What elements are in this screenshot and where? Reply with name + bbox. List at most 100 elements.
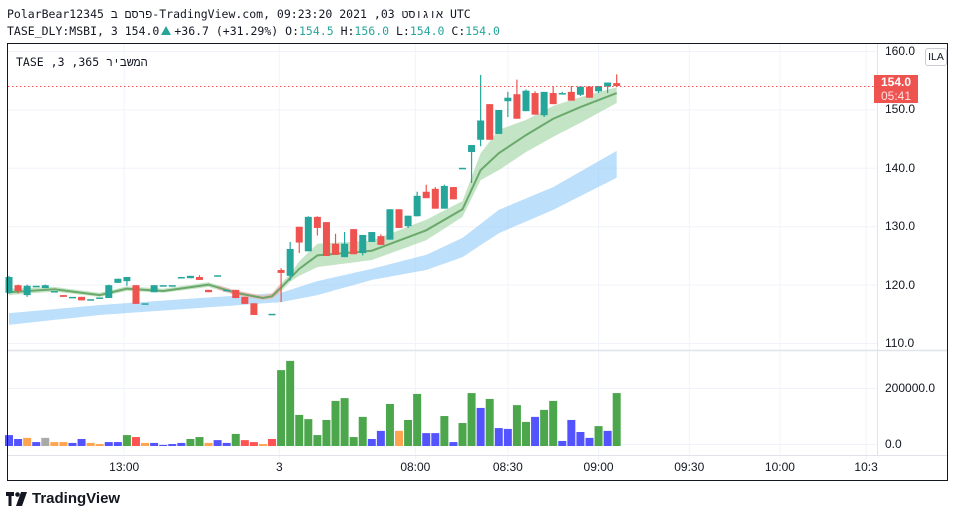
candle-body (531, 93, 539, 115)
volume-bar (585, 437, 594, 446)
last-price-label: 154.0 05:41 (874, 75, 918, 103)
candle (241, 296, 249, 304)
price-tick-label: 150.0 (885, 102, 916, 117)
candle-body (205, 289, 213, 293)
volume-bar (204, 442, 213, 446)
candle-body (250, 303, 258, 315)
price-tick-label: 110.0 (885, 336, 915, 350)
candle-body (613, 83, 621, 87)
volume-bar (231, 433, 240, 446)
volume-bar (168, 444, 177, 446)
volume-bar (503, 428, 512, 446)
volume-bar (340, 398, 349, 446)
tradingview-logo[interactable]: TradingView (6, 490, 120, 507)
candle (195, 275, 203, 280)
candle (495, 109, 503, 134)
last-price: 154.0 (124, 24, 160, 38)
candle-body (504, 97, 512, 102)
candle-body (604, 82, 612, 87)
volume-bar (404, 419, 413, 446)
candle (168, 285, 176, 287)
candle-body (332, 243, 340, 255)
candle-body (23, 285, 31, 296)
time-tick-label: 10:3 (854, 460, 878, 474)
volume-bar (5, 435, 13, 446)
volume-bar (558, 440, 567, 446)
chart-watermark: המשביר 365, 3, TASE (16, 55, 148, 69)
candle (132, 285, 140, 304)
candle (159, 285, 167, 287)
candle (313, 216, 321, 236)
publish-info: PolarBear12345 פרסם ב-TradingView.com, א… (7, 7, 471, 21)
volume-bar (240, 440, 249, 446)
candle-body (595, 86, 603, 92)
candle (322, 222, 330, 256)
volume-bar (385, 404, 394, 446)
volume-bar (521, 421, 530, 446)
candle (486, 104, 494, 140)
candle-body (150, 285, 158, 293)
volume-bar (358, 416, 367, 446)
volume-bar (367, 439, 376, 446)
candle (177, 277, 185, 279)
candle-body (114, 278, 122, 283)
candle (440, 184, 448, 209)
candle-body (585, 86, 593, 98)
candle-body (549, 93, 557, 105)
candle-body (277, 270, 285, 273)
candle (595, 86, 603, 94)
open-label: O: (285, 24, 299, 38)
candle (14, 284, 22, 294)
candle (78, 296, 86, 301)
candle-body (41, 285, 49, 289)
volume-bar (313, 435, 322, 446)
fast-ma-line (8, 92, 618, 300)
candle-body (576, 86, 584, 95)
candles (5, 74, 621, 316)
low-value: 154.0 (409, 24, 445, 38)
volume-bar (531, 416, 540, 446)
candle (531, 91, 539, 115)
currency-badge[interactable]: ILA (925, 48, 947, 66)
candle (123, 277, 131, 286)
candle-body (386, 209, 394, 240)
candle (250, 303, 258, 315)
high-label: H: (340, 24, 355, 38)
candle (186, 275, 194, 279)
volume-bar (422, 433, 431, 446)
candle (205, 289, 213, 293)
volume-bar (331, 400, 340, 446)
candle-body (14, 285, 22, 292)
volume-bar (612, 393, 621, 446)
candle-body (5, 277, 13, 293)
volume-bars (5, 360, 621, 446)
candle (150, 285, 158, 293)
candle-body (241, 296, 249, 304)
volume-bar (594, 426, 603, 446)
candle-body (350, 229, 358, 255)
volume-bar (512, 405, 521, 446)
volume-bar (213, 440, 222, 446)
last-price-value: 154.0 (880, 75, 912, 89)
volume-bar (41, 437, 50, 446)
volume-bar (494, 428, 503, 446)
candle (232, 289, 240, 299)
volume-bar (195, 437, 204, 446)
candle (549, 86, 557, 105)
candle (395, 209, 403, 228)
candle-body (540, 91, 548, 116)
symbol-label[interactable]: TASE_DLY:MSBI, 3 (7, 24, 118, 38)
volume-bar (50, 442, 59, 446)
volume-bar (113, 442, 122, 446)
close-label: C: (451, 24, 466, 38)
volume-bar (431, 433, 440, 446)
candle (513, 79, 521, 119)
price-tick-label: 140.0 (885, 160, 916, 175)
price-tick-label: 130.0 (885, 219, 916, 234)
candle-body (286, 248, 294, 276)
candle-body (268, 313, 276, 316)
candle-body (395, 209, 403, 228)
candle-body (477, 120, 485, 140)
candle-body (105, 285, 113, 299)
